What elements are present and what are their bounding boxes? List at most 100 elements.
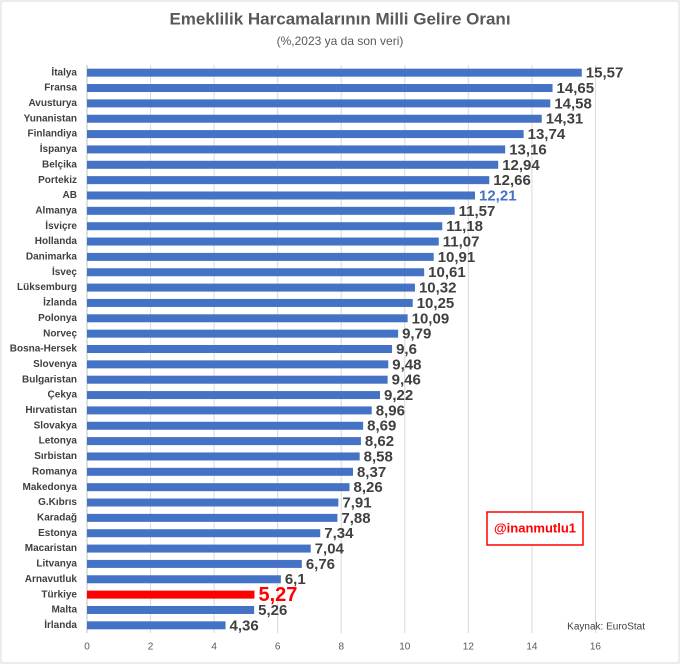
y-tick-label: Makedonya xyxy=(23,482,78,493)
bar xyxy=(87,191,476,200)
y-tick-label: Fransa xyxy=(44,83,77,94)
x-tick-label: 6 xyxy=(275,642,281,653)
value-label: 9,48 xyxy=(392,356,421,373)
y-tick-label: Avusturya xyxy=(28,98,77,109)
x-tick-label: 16 xyxy=(590,642,602,653)
bar xyxy=(87,391,380,400)
value-label: 9,6 xyxy=(396,341,417,358)
y-tick-label: Arnavutluk xyxy=(25,574,78,585)
bar xyxy=(87,421,364,430)
y-tick-label: Slovakya xyxy=(34,420,78,431)
y-tick-label: Bosna-Hersek xyxy=(10,344,78,355)
y-tick-label: İtalya xyxy=(51,65,77,78)
value-label: 11,07 xyxy=(443,234,480,251)
bar xyxy=(87,298,413,307)
bar xyxy=(87,176,490,185)
y-tick-label: Estonya xyxy=(38,528,77,539)
value-label: 7,04 xyxy=(315,541,345,558)
bar xyxy=(87,406,372,415)
value-label: 9,79 xyxy=(402,326,431,343)
value-label: 10,32 xyxy=(419,280,457,297)
value-label: 8,26 xyxy=(353,479,382,496)
y-tick-label: Hollanda xyxy=(35,236,78,247)
y-tick-label: Türkiye xyxy=(41,589,77,600)
value-label: 14,58 xyxy=(554,95,592,112)
x-tick-label: 8 xyxy=(338,642,344,653)
y-tick-label: Portekiz xyxy=(38,175,77,186)
y-tick-label: Norveç xyxy=(43,328,77,339)
y-tick-label: İsviçre xyxy=(45,219,77,232)
y-tick-label: Yunanistan xyxy=(24,113,77,124)
x-tick-label: 10 xyxy=(399,642,411,653)
y-tick-label: Belçika xyxy=(42,159,77,170)
value-label: 12,66 xyxy=(493,172,531,189)
source: Kaynak: EuroStat xyxy=(567,622,645,633)
y-tick-label: Çekya xyxy=(48,390,78,401)
bar xyxy=(87,544,311,553)
value-label: 7,91 xyxy=(342,494,371,511)
y-tick-label: AB xyxy=(63,190,77,201)
bar xyxy=(87,467,353,476)
value-label: 10,25 xyxy=(417,295,455,312)
value-label: 7,34 xyxy=(324,525,354,542)
y-tick-label: Karadağ xyxy=(37,513,77,524)
bar xyxy=(87,559,302,568)
chart-subtitle: (%,2023 ya da son veri) xyxy=(277,34,404,48)
bar xyxy=(87,130,524,139)
bar xyxy=(87,314,408,323)
y-tick-label: İrlanda xyxy=(44,618,77,631)
value-label: 13,74 xyxy=(528,126,566,143)
value-label: 10,61 xyxy=(428,264,466,281)
bar xyxy=(87,68,582,77)
value-label: 8,37 xyxy=(357,464,386,481)
y-tick-label: Macaristan xyxy=(25,543,77,554)
y-tick-label: Sırbistan xyxy=(34,451,77,462)
y-tick-label: İsveç xyxy=(52,265,77,278)
y-tick-label: İspanya xyxy=(40,142,78,155)
y-tick-label: Polonya xyxy=(38,313,77,324)
y-tick-label: G.Kıbrıs xyxy=(38,497,77,508)
bar xyxy=(87,145,506,154)
y-tick-label: İzlanda xyxy=(43,296,77,309)
bar xyxy=(87,483,350,492)
bar xyxy=(87,590,255,599)
value-label: 11,18 xyxy=(446,218,483,235)
bar xyxy=(87,345,393,353)
value-label: 6,76 xyxy=(306,556,335,573)
bar xyxy=(87,529,321,538)
value-label: 6,1 xyxy=(285,571,306,588)
annotation: @inanmutlu1 xyxy=(494,520,576,535)
bar xyxy=(87,237,439,246)
value-label: 12,21 xyxy=(479,187,517,204)
bar xyxy=(87,437,361,446)
value-label: 5,27 xyxy=(258,584,297,606)
x-tick-label: 14 xyxy=(526,642,538,653)
bar xyxy=(87,498,339,507)
value-label: 10,09 xyxy=(412,310,450,327)
value-label: 4,36 xyxy=(230,617,259,634)
value-label: 7,88 xyxy=(341,510,370,527)
bar xyxy=(87,329,399,338)
value-label: 8,69 xyxy=(367,418,396,435)
value-label: 11,57 xyxy=(459,203,496,220)
x-tick-label: 12 xyxy=(463,642,475,653)
y-tick-label: Hırvatistan xyxy=(25,405,77,416)
annotation-box xyxy=(486,511,584,546)
bar xyxy=(87,513,338,522)
bar xyxy=(87,252,434,261)
bar xyxy=(87,360,389,369)
bar xyxy=(87,283,415,292)
bar xyxy=(87,605,255,614)
value-label: 8,62 xyxy=(365,433,394,450)
value-label: 15,57 xyxy=(586,65,624,82)
bar xyxy=(87,452,360,461)
value-label: 8,96 xyxy=(376,402,405,419)
y-tick-label: Lüksemburg xyxy=(17,282,77,293)
x-tick-label: 4 xyxy=(211,642,217,653)
y-tick-label: Litvanya xyxy=(36,559,77,570)
bar xyxy=(87,268,425,277)
x-tick-label: 0 xyxy=(84,642,90,653)
value-label: 13,16 xyxy=(509,141,547,158)
value-label: 10,91 xyxy=(438,249,476,266)
